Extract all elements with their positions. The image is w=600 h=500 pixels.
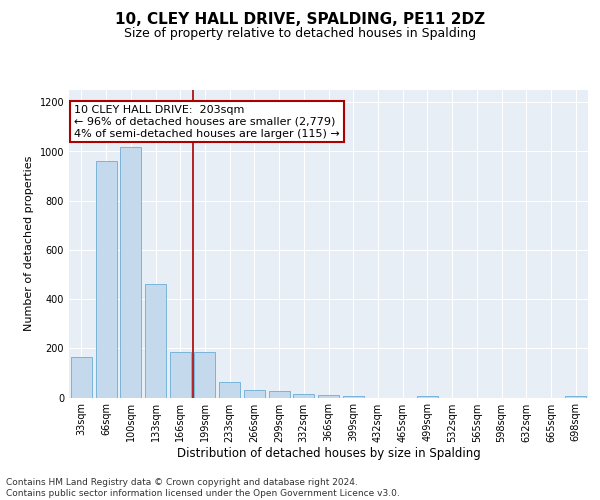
- Bar: [343, 396, 364, 398]
- Bar: [269, 392, 290, 398]
- Bar: [194, 352, 215, 398]
- Text: 10, CLEY HALL DRIVE, SPALDING, PE11 2DZ: 10, CLEY HALL DRIVE, SPALDING, PE11 2DZ: [115, 12, 485, 28]
- Bar: [145, 284, 166, 398]
- Bar: [120, 146, 141, 398]
- Text: Size of property relative to detached houses in Spalding: Size of property relative to detached ho…: [124, 28, 476, 40]
- Bar: [318, 395, 339, 398]
- Bar: [170, 352, 191, 398]
- Text: 10 CLEY HALL DRIVE:  203sqm
← 96% of detached houses are smaller (2,779)
4% of s: 10 CLEY HALL DRIVE: 203sqm ← 96% of deta…: [74, 106, 340, 138]
- Bar: [95, 162, 116, 398]
- Bar: [293, 394, 314, 398]
- Y-axis label: Number of detached properties: Number of detached properties: [24, 156, 34, 332]
- Text: Contains HM Land Registry data © Crown copyright and database right 2024.
Contai: Contains HM Land Registry data © Crown c…: [6, 478, 400, 498]
- Bar: [244, 390, 265, 398]
- Bar: [71, 357, 92, 398]
- X-axis label: Distribution of detached houses by size in Spalding: Distribution of detached houses by size …: [176, 448, 481, 460]
- Bar: [417, 396, 438, 398]
- Bar: [565, 396, 586, 398]
- Bar: [219, 382, 240, 398]
